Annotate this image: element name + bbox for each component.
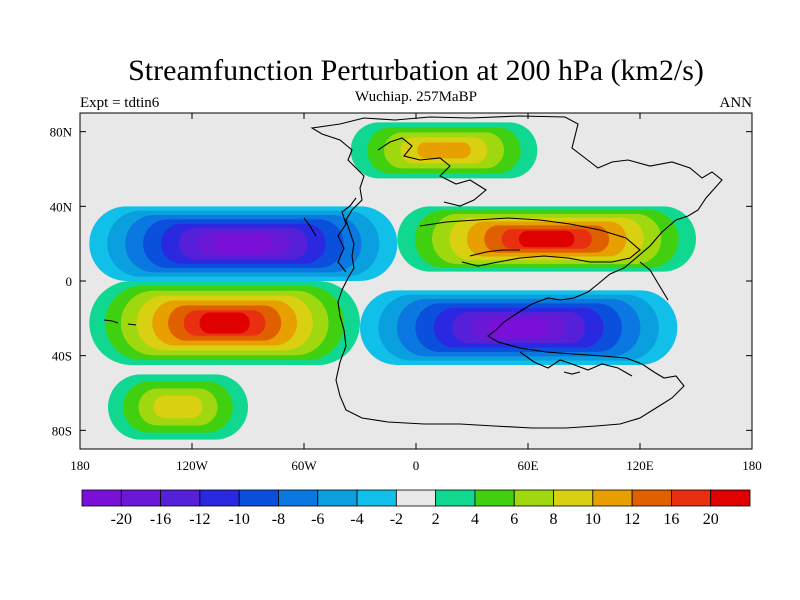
colorbar-swatch-9 (435, 489, 476, 507)
colorbar-label-6: -4 (350, 511, 363, 528)
contour-field (89, 122, 696, 440)
pangea-coastline (310, 115, 723, 429)
colorbar-label-8: 2 (432, 511, 440, 528)
tethys-shoreline (419, 217, 641, 267)
contour-band-4-4 (417, 142, 471, 159)
colorbar-swatch-3 (199, 489, 240, 507)
y-tick-label-1: 40N (50, 199, 73, 214)
season-label: ANN (720, 95, 753, 111)
colorbar-swatch-5 (278, 489, 319, 507)
colorbar-label-14: 16 (663, 511, 679, 528)
experiment-label: Expt = tdtin6 (80, 95, 160, 111)
contour-band-5-3 (153, 395, 203, 419)
colorbar-swatch-13 (592, 489, 633, 507)
period-label: Wuchiap. 257MaBP (355, 89, 477, 105)
colorbar-swatch-15 (671, 489, 712, 507)
colorbar-swatch-12 (553, 489, 594, 507)
colorbar-label-5: -6 (311, 511, 324, 528)
colorbar: -20 -16 -12 -10 -8 -6 -4 -2 2 4 6 8 10 12 16 20 (81, 489, 751, 528)
colorbar-label-9: 4 (471, 511, 479, 528)
colorbar-label-12: 10 (585, 511, 601, 528)
pacific-sliver (303, 217, 317, 237)
y-axis-ticks: 80N 40N 0 40S 80S (50, 125, 752, 438)
colorbar-swatch-14 (631, 489, 672, 507)
plot-area: 180 120W 60W 0 60E 120E 180 80N 40N 0 40S 80S (50, 112, 762, 473)
colorbar-label-13: 12 (624, 511, 640, 528)
x-tick-label-3: 0 (413, 458, 420, 473)
cimmerian-strip (469, 249, 520, 257)
x-tick-label-5: 120E (626, 458, 654, 473)
y-tick-label-3: 40S (52, 349, 72, 364)
colorbar-swatch-6 (317, 489, 358, 507)
colorbar-swatch-1 (120, 489, 161, 507)
colorbar-swatch-2 (160, 489, 201, 507)
colorbar-swatch-10 (474, 489, 515, 507)
contour-band-0-7 (214, 234, 272, 253)
chart-title: Streamfunction Perturbation at 200 hPa (… (128, 54, 704, 87)
contour-band-3-7 (489, 318, 549, 337)
colorbar-label-3: -10 (229, 511, 250, 528)
x-tick-label-6: 180 (742, 458, 762, 473)
x-tick-label-2: 60W (291, 458, 317, 473)
colorbar-label-4: -8 (272, 511, 285, 528)
south-coast-detail (519, 351, 633, 377)
southern-islet (563, 371, 581, 375)
colorbar-label-10: 6 (510, 511, 518, 528)
pacific-island-right (127, 323, 137, 326)
island-arc-east (639, 261, 669, 301)
contour-band-1-7 (199, 312, 250, 334)
colorbar-label-0: -20 (111, 511, 132, 528)
x-tick-label-1: 120W (176, 458, 209, 473)
colorbar-label-7: -2 (390, 511, 403, 528)
colorbar-swatch-0 (81, 489, 122, 507)
x-tick-label-0: 180 (70, 458, 90, 473)
colorbar-swatch-4 (238, 489, 279, 507)
x-axis-ticks: 180 120W 60W 0 60E 120E 180 (70, 113, 762, 473)
colorbar-label-2: -12 (189, 511, 210, 528)
y-tick-label-4: 80S (52, 423, 72, 438)
y-tick-label-2: 0 (66, 274, 73, 289)
coastlines (103, 115, 723, 429)
colorbar-swatch-7 (356, 489, 397, 507)
colorbar-swatch-11 (513, 489, 554, 507)
pacific-island-left (103, 319, 119, 324)
colorbar-label-11: 8 (550, 511, 558, 528)
x-tick-label-4: 60E (518, 458, 539, 473)
colorbar-swatch-8 (395, 489, 437, 507)
contour-band-2-7 (518, 230, 575, 248)
y-tick-label-0: 80N (50, 125, 73, 140)
colorbar-label-1: -16 (150, 511, 171, 528)
colorbar-label-15: 20 (703, 511, 719, 528)
west-coast-detail (337, 197, 357, 273)
plot-frame (79, 112, 753, 450)
colorbar-swatch-16 (710, 489, 751, 507)
north-coast-detail (377, 137, 487, 207)
